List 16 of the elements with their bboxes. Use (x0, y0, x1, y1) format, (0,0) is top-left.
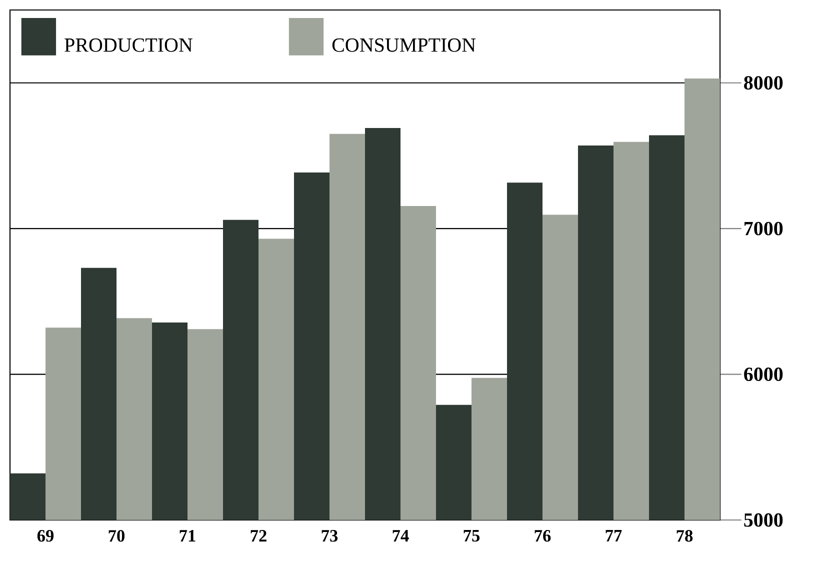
x-tick-label: 71 (180, 530, 196, 542)
y-tick-label: 5000 (744, 513, 783, 527)
x-tick-label: 74 (392, 530, 409, 542)
y-tick-label: 7000 (744, 222, 783, 236)
x-tick-label: 77 (606, 530, 622, 542)
y-tick-label: 8000 (744, 76, 783, 90)
x-tick-label: 78 (676, 530, 693, 542)
legend-label: PRODUCTION (64, 38, 192, 52)
legend-label: CONSUMPTION (332, 38, 476, 52)
x-tick-label: 76 (534, 530, 551, 542)
x-tick-label: 70 (108, 530, 125, 542)
x-tick-label: 75 (464, 530, 480, 542)
x-tick-label: 72 (250, 530, 266, 542)
x-tick-label: 73 (322, 530, 338, 542)
x-tick-label: 69 (37, 530, 54, 542)
y-tick-label: 6000 (744, 368, 783, 382)
